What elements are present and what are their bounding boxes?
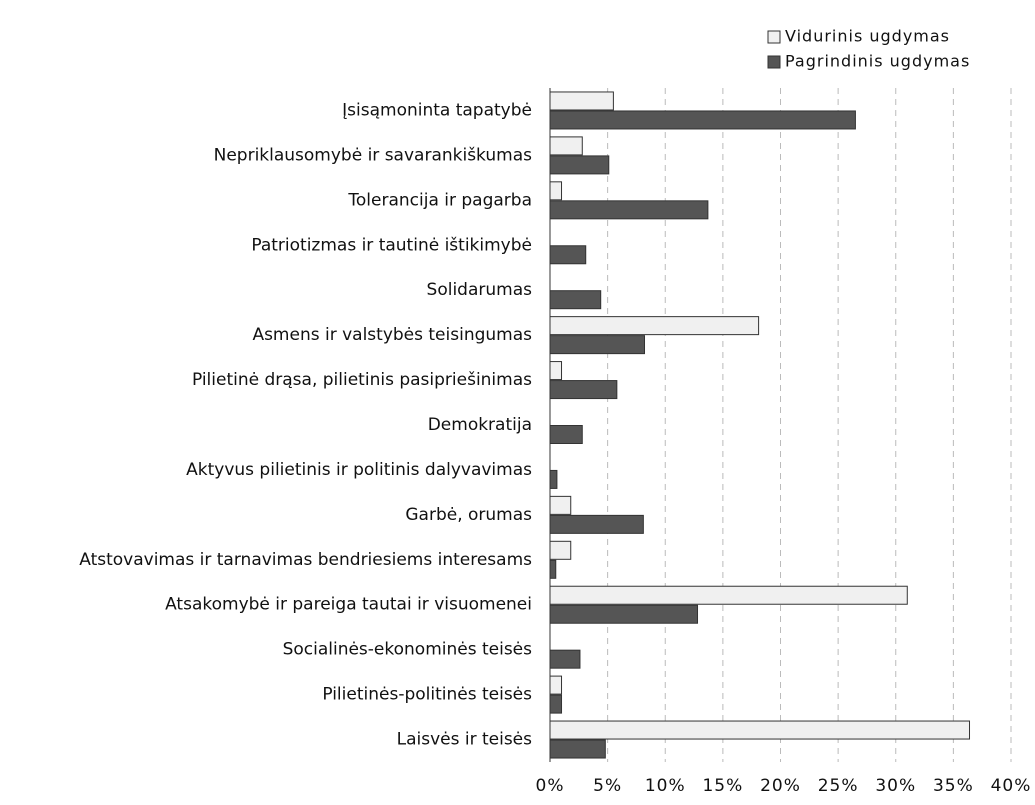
legend-label: Pagrindinis ugdymas — [785, 52, 970, 71]
legend-swatch — [767, 30, 781, 44]
bar — [549, 585, 908, 605]
bar — [549, 649, 581, 669]
bar — [549, 181, 563, 201]
bar — [549, 495, 572, 515]
y-tick-label: Asmens ir valstybės teisingumas — [252, 325, 532, 345]
x-tick-label: 25% — [818, 776, 859, 796]
bar — [549, 694, 563, 714]
bar — [549, 361, 563, 381]
bar — [549, 380, 618, 400]
y-tick-label: Atstovavimas ir tarnavimas bendriesiems … — [79, 550, 532, 570]
y-tick-label: Aktyvus pilietinis ir politinis dalyvavi… — [186, 460, 532, 480]
y-tick-label: Garbė, orumas — [405, 505, 532, 525]
bar — [549, 335, 646, 355]
y-tick-label: Tolerancija ir pagarba — [347, 190, 532, 210]
x-tick-label: 40% — [991, 776, 1032, 796]
legend-label: Vidurinis ugdymas — [785, 27, 950, 46]
x-tick-label: 5% — [593, 776, 622, 796]
bar — [549, 136, 583, 156]
x-tick-label: 30% — [875, 776, 916, 796]
bar — [549, 720, 971, 740]
bar — [549, 110, 856, 130]
y-tick-label: Atsakomybė ir pareiga tautai ir visuomen… — [165, 595, 532, 615]
y-tick-label: Pilietinės-politinės teisės — [322, 685, 532, 705]
x-tick-label: 15% — [702, 776, 743, 796]
bar — [549, 91, 614, 111]
bar — [549, 514, 644, 534]
x-tick-label: 10% — [645, 776, 686, 796]
bar — [549, 604, 699, 624]
y-tick-label: Nepriklausomybė ir savarankiškumas — [214, 145, 533, 165]
bar — [549, 200, 709, 220]
bar — [549, 425, 583, 444]
bar — [549, 469, 558, 489]
y-tick-label: Laisvės ir teisės — [397, 730, 533, 750]
y-tick-label: Solidarumas — [427, 280, 533, 300]
bar — [549, 290, 602, 310]
bar — [549, 559, 557, 579]
y-tick-label: Pilietinė drąsa, pilietinis pasipriešini… — [192, 370, 532, 390]
bar — [549, 540, 572, 560]
bar — [549, 155, 610, 175]
bar — [549, 739, 606, 759]
y-tick-label: Demokratija — [428, 415, 532, 435]
x-tick-label: 35% — [933, 776, 974, 796]
y-tick-label: Socialinės-ekonominės teisės — [283, 640, 533, 660]
legend-swatch — [767, 55, 781, 69]
y-tick-label: Patriotizmas ir tautinė ištikimybė — [251, 235, 532, 255]
x-tick-label: 0% — [536, 776, 565, 796]
x-tick-label: 20% — [760, 776, 801, 796]
bar — [549, 316, 760, 336]
y-tick-label: Įsisąmoninta tapatybė — [342, 100, 532, 120]
bar — [549, 245, 587, 265]
bar — [549, 675, 563, 695]
